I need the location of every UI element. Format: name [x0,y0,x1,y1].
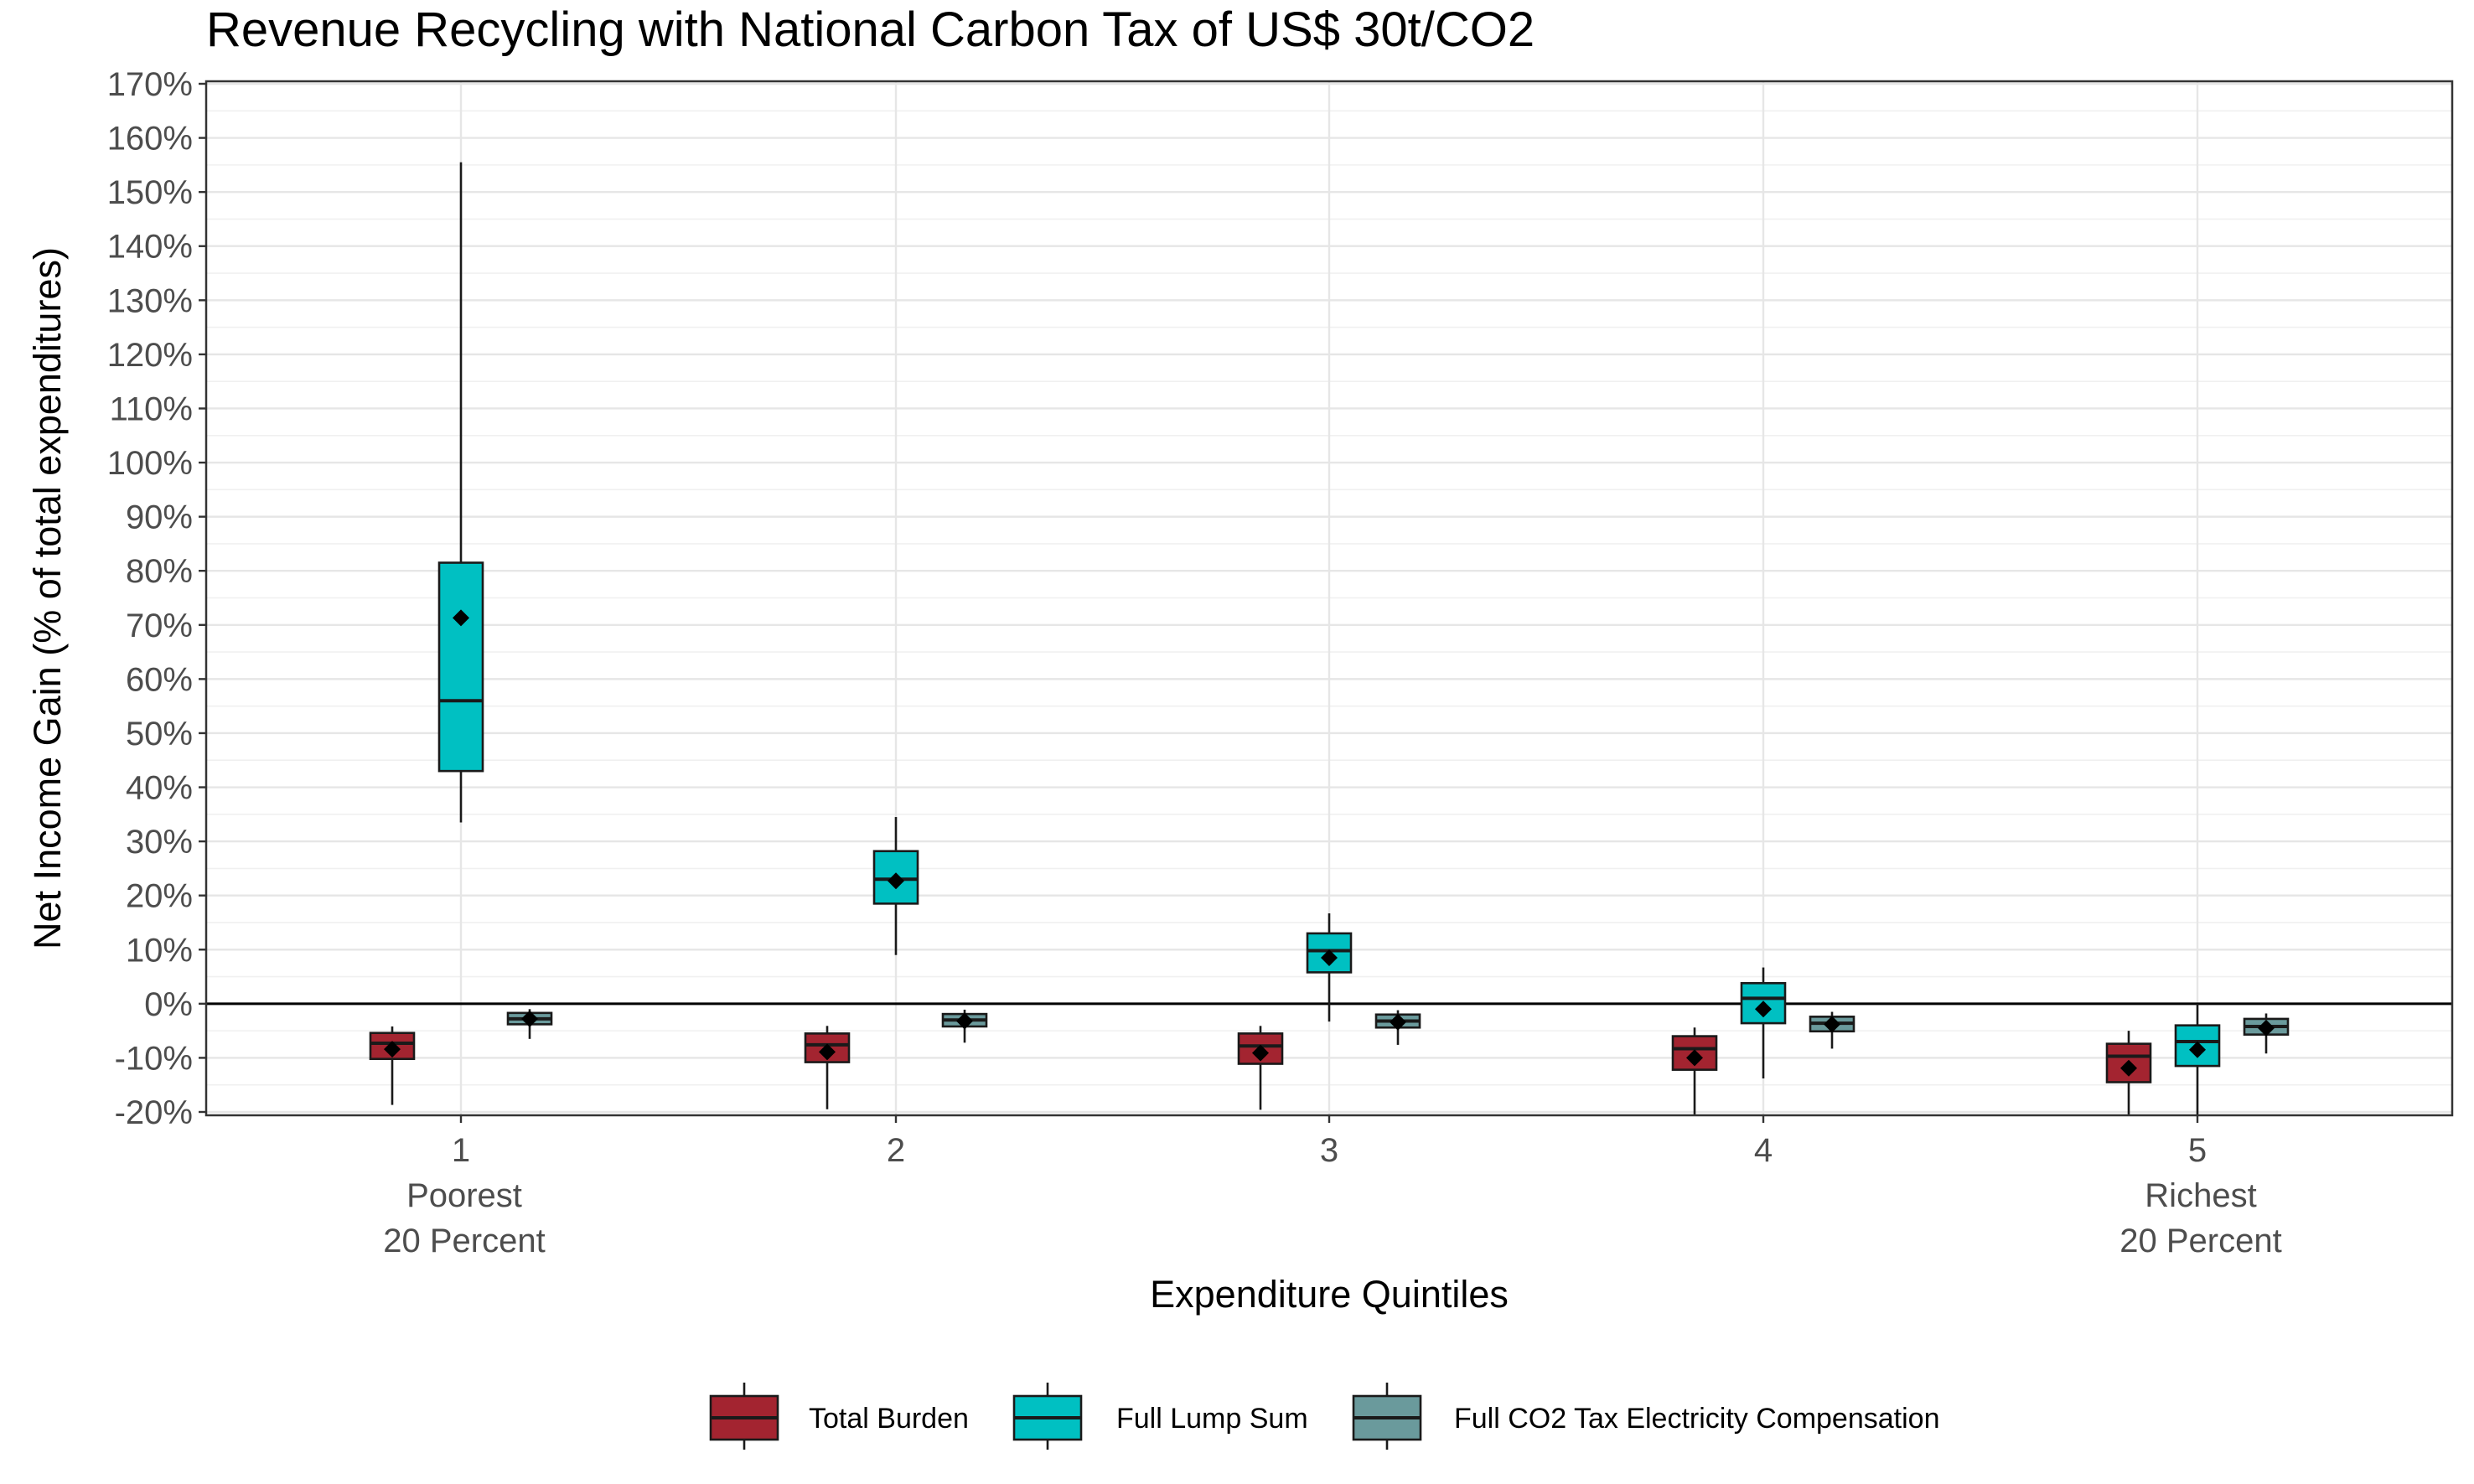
x-tick-sublabel: Poorest [406,1177,522,1214]
mean-marker [453,609,469,627]
box-plot [1740,967,1787,1078]
mean-marker [1755,1001,1772,1018]
box-plot [2105,1031,2152,1115]
y-axis: -20% -10% 0% 10% 20% 30% 40% 50% 60% 70% 80% 90% 100… [107,66,206,1131]
mean-marker [1686,1049,1703,1067]
box-plot [1809,1011,1856,1049]
y-tick-label: 100% [107,445,193,482]
y-tick-label: 80% [126,553,193,590]
box-plot [1237,1026,1284,1110]
legend-label: Total Burden [809,1403,969,1435]
y-tick-label: 160% [107,121,193,158]
y-tick-label: 0% [144,986,193,1023]
mean-marker [2189,1041,2206,1058]
y-tick-label: 170% [107,66,193,103]
grid [206,81,2452,1115]
box-plot [437,162,484,823]
x-tick-label: 5 [2188,1132,2207,1169]
y-tick-label: 140% [107,229,193,266]
mean-marker [888,872,904,890]
mean-marker [521,1010,538,1027]
y-tick-label: 60% [126,661,193,698]
box-plot [2174,1003,2221,1115]
plot-area [206,162,2452,1115]
mean-marker [1321,949,1338,966]
x-tick-sublabel: 20 Percent [383,1223,545,1259]
mean-marker [819,1043,836,1061]
box-iqr [437,561,484,773]
legend-item: Full CO2 Tax Electricity Compensation [1352,1383,1939,1450]
y-tick-label: 50% [126,716,193,752]
y-tick-label: 130% [107,282,193,319]
chart-title: Revenue Recycling with National Carbon T… [206,3,1535,57]
mean-marker [956,1012,973,1030]
y-tick-label: 110% [110,390,193,427]
legend-label: Full CO2 Tax Electricity Compensation [1454,1403,1939,1435]
legend: Total Burden Full Lump Sum Full CO2 Tax El… [709,1383,1939,1450]
y-tick-label: 150% [107,174,193,211]
box-plot [506,1009,553,1039]
x-tick-label: 1 [452,1132,470,1169]
box-plot [872,817,919,955]
y-tick-label: 90% [126,499,193,536]
box-plot [1306,913,1353,1022]
box-plot [804,1026,851,1109]
mean-marker [1824,1016,1840,1033]
box-plot [1374,1010,1421,1045]
mean-marker [1252,1044,1269,1062]
mean-marker [2258,1019,2275,1037]
y-tick-label: 70% [126,608,193,644]
legend-item: Total Burden [709,1383,969,1450]
x-tick-label: 2 [887,1132,905,1169]
y-tick-label: -20% [115,1094,193,1131]
x-tick-sublabel: Richest [2145,1177,2256,1214]
x-axis: 1 Poorest 20 Percent 2 3 4 5 Richest 20 Percent [383,1115,2282,1259]
box-plot [941,1009,988,1043]
x-tick-label: 3 [1320,1132,1338,1169]
box-plot [369,1026,416,1105]
box-plot [2243,1013,2290,1054]
box-iqr [1740,982,1787,1025]
x-axis-title: Expenditure Quintiles [1150,1273,1509,1316]
mean-marker [1390,1013,1406,1031]
mean-marker [2120,1059,2137,1077]
y-tick-label: 40% [126,770,193,807]
x-tick-label: 4 [1754,1132,1773,1169]
y-tick-label: -10% [115,1040,193,1077]
y-tick-label: 120% [107,337,193,374]
y-tick-label: 10% [126,932,193,969]
y-tick-label: 20% [126,878,193,915]
legend-item: Full Lump Sum [1012,1383,1308,1450]
y-tick-label: 30% [126,824,193,861]
mean-marker [384,1041,401,1058]
x-tick-sublabel: 20 Percent [2119,1223,2281,1259]
box-plot [1671,1027,1718,1115]
y-axis-title: Net Income Gain (% of total expenditures… [26,247,69,949]
legend-label: Full Lump Sum [1116,1403,1308,1435]
